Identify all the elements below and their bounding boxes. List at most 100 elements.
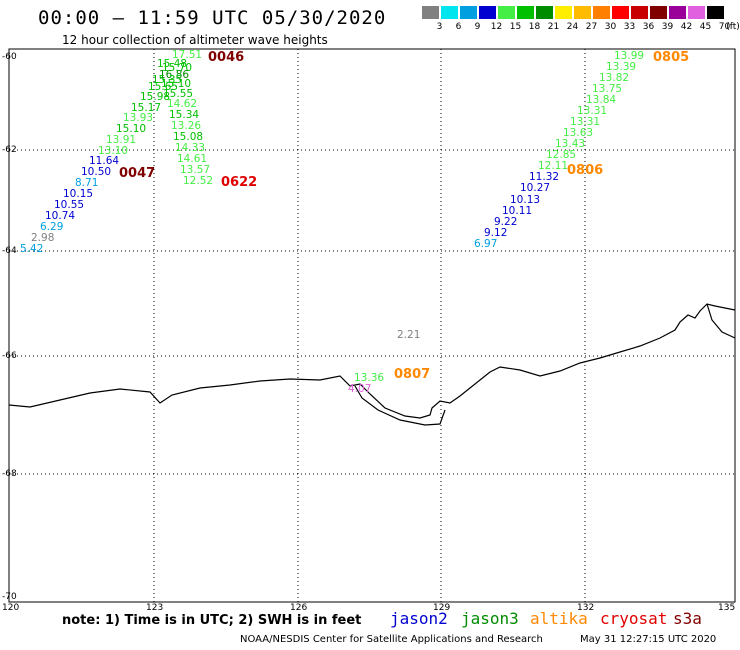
satellite-s3a: s3a — [673, 609, 702, 628]
swh-value: 13.57 — [180, 164, 211, 176]
lon-label: 123 — [146, 603, 164, 613]
map-frame — [8, 48, 736, 603]
swh-value: 11.64 — [89, 155, 120, 167]
swh-value: 9.12 — [484, 227, 508, 239]
legend-label: 27 — [585, 22, 598, 32]
pass-time-label: 0807 — [394, 367, 431, 382]
map-title: 00:00 – 11:59 UTC 05/30/2020 — [38, 7, 387, 29]
legend-swatch-36 — [631, 6, 648, 19]
swh-value: 13.43 — [555, 138, 586, 150]
legend-label: 18 — [528, 22, 541, 32]
swh-value: 16.86 — [159, 69, 190, 81]
legend-label: 6 — [455, 22, 462, 32]
swh-value: 10.11 — [502, 205, 533, 217]
lat-label: -68 — [2, 469, 17, 479]
swh-value: 15.70 — [162, 62, 193, 74]
swh-value: 9.22 — [494, 216, 518, 228]
swh-value: 15.48 — [157, 58, 188, 70]
swh-value: 15.10 — [116, 123, 147, 135]
legend-swatch-33 — [612, 6, 629, 19]
legend-label: 21 — [547, 22, 560, 32]
swh-value: 10.50 — [81, 166, 112, 178]
legend-swatch-12 — [479, 6, 496, 19]
legend-swatch-3 — [422, 6, 439, 19]
lat-label: -66 — [2, 351, 17, 361]
swh-value: 12.11 — [538, 160, 569, 172]
swh-value: 2.21 — [397, 329, 421, 341]
legend-swatch-21 — [536, 6, 553, 19]
swh-value: 15.34 — [169, 109, 200, 121]
swh-value: 6.29 — [40, 221, 64, 233]
swh-value: 6.97 — [474, 238, 498, 250]
lon-label: 132 — [577, 603, 595, 613]
lon-label: 126 — [290, 603, 308, 613]
coastline-east — [706, 303, 736, 339]
swh-value: 15.10 — [161, 78, 192, 90]
swh-value: 15.98 — [140, 91, 171, 103]
legend-swatch-27 — [574, 6, 591, 19]
legend-swatch-15 — [498, 6, 515, 19]
legend-swatch-18 — [517, 6, 534, 19]
swh-value: 10.55 — [54, 199, 85, 211]
swh-value: 12.85 — [546, 149, 577, 161]
footnote: note: 1) Time is in UTC; 2) SWH is in fe… — [62, 613, 362, 628]
swh-value: 13.36 — [354, 372, 385, 384]
legend-label: 45 — [699, 22, 712, 32]
satellite-cryosat: cryosat — [600, 609, 668, 628]
legend-swatch-70 — [707, 6, 724, 19]
legend-label: 36 — [642, 22, 655, 32]
satellite-altika: altika — [530, 609, 588, 628]
legend-swatch-45 — [688, 6, 705, 19]
swh-value: 10.27 — [520, 182, 551, 194]
lat-label: -64 — [2, 246, 17, 256]
map-subtitle: 12 hour collection of altimeter wave hei… — [62, 33, 328, 47]
pass-time-label: 0622 — [221, 175, 258, 190]
satellite-jason2: jason2 — [390, 609, 448, 628]
swh-value: 12.52 — [183, 175, 214, 187]
swh-value: 2.98 — [31, 232, 55, 244]
legend-unit: (ft) — [726, 22, 740, 32]
legend-label: 39 — [661, 22, 674, 32]
legend-swatch-30 — [593, 6, 610, 19]
legend-label: 42 — [680, 22, 693, 32]
swh-value: 13.31 — [570, 116, 601, 128]
generated-timestamp: May 31 12:27:15 UTC 2020 — [580, 634, 717, 645]
swh-value: 5.42 — [20, 243, 44, 255]
swh-value: 13.84 — [586, 94, 617, 106]
swh-value: 10.15 — [63, 188, 94, 200]
swh-value: 10.74 — [45, 210, 76, 222]
swh-value: 13.10 — [98, 145, 129, 157]
lon-label: 129 — [433, 603, 451, 613]
legend-swatch-39 — [650, 6, 667, 19]
swh-value: 15.55 — [163, 88, 194, 100]
legend-swatch-9 — [460, 6, 477, 19]
lat-label: -60 — [2, 52, 17, 62]
swh-value: 13.26 — [171, 120, 202, 132]
swh-value: 13.99 — [614, 50, 645, 62]
pass-time-label: 0806 — [567, 163, 604, 178]
legend-label: 33 — [623, 22, 636, 32]
pass-time-label: 0046 — [208, 50, 245, 65]
swh-value: 14.61 — [177, 153, 208, 165]
pass-time-label: 0805 — [653, 50, 690, 65]
lat-label: -70 — [2, 592, 17, 602]
legend-label: 9 — [474, 22, 481, 32]
swh-value: 17.51 — [172, 49, 203, 61]
legend-swatch-6 — [441, 6, 458, 19]
lon-label: 135 — [718, 603, 736, 613]
swh-value: 13.91 — [106, 134, 137, 146]
swh-value: 15.08 — [173, 131, 204, 143]
swh-value: 15.17 — [131, 102, 162, 114]
legend-label: 24 — [566, 22, 579, 32]
credit-line: NOAA/NESDIS Center for Satellite Applica… — [240, 634, 543, 645]
swh-value: 14.62 — [167, 98, 198, 110]
swh-value: 14.33 — [175, 142, 206, 154]
swh-value: 13.39 — [606, 61, 637, 73]
legend-label: 30 — [604, 22, 617, 32]
swh-value: 4.07 — [348, 383, 372, 395]
swh-value: 13.31 — [577, 105, 608, 117]
graticule — [9, 49, 735, 602]
lon-label: 120 — [2, 603, 20, 613]
pass-time-label: 0047 — [119, 166, 156, 181]
